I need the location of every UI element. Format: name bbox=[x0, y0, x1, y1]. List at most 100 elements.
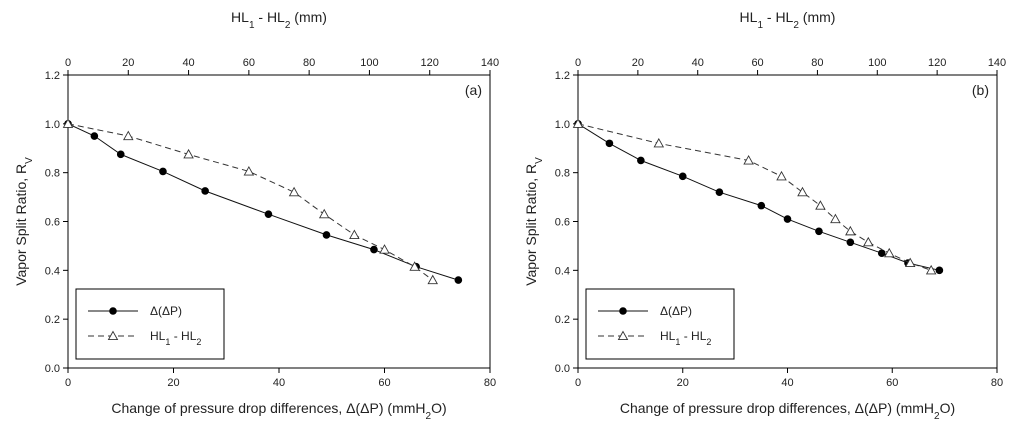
panel-b-x2-tick-label: 140 bbox=[988, 57, 1006, 69]
panel-b-legend-hl-label: HL1 - HL2 bbox=[660, 329, 711, 347]
panel-b-legend-hl-main: HL bbox=[660, 329, 676, 343]
panel-a-dp-series-line bbox=[67, 123, 459, 281]
panel-a-x2-tick-label: 140 bbox=[481, 57, 499, 69]
panel-a-panel-label: (a) bbox=[465, 82, 482, 98]
panel-a-x-tick-label: 40 bbox=[273, 377, 285, 389]
panel-b-x-tick-label: 40 bbox=[781, 377, 793, 389]
panel-a-hl-series-point bbox=[243, 166, 255, 176]
panel-a-hl-series-point bbox=[123, 130, 134, 141]
panel-b-y-axis-label-main: Vapor Split Ratio, R bbox=[523, 164, 539, 286]
panel-b-x2-axis-label-mid: - HL bbox=[763, 9, 794, 25]
panel-b-dp-series-point bbox=[815, 227, 823, 236]
panel-b-x2-axis-label-unit: (mm) bbox=[799, 9, 836, 25]
panel-b-x2-axis-label: HL1 - HL2 (mm) bbox=[740, 9, 836, 31]
panel-b-legend-dp-label: Δ(ΔP) bbox=[660, 304, 692, 318]
panel-b-hl-series-point bbox=[925, 264, 937, 275]
panel-b-x-tick-label: 80 bbox=[991, 377, 1003, 389]
panel-a-y-tick-label: 0.4 bbox=[45, 265, 60, 277]
panel-b-hl-series-point bbox=[797, 186, 808, 197]
panel-b-hl-series-point bbox=[863, 236, 874, 247]
panel-b-x2-tick-label: 60 bbox=[751, 57, 763, 69]
panel-b-legend-box bbox=[585, 288, 735, 360]
panel-b-dp-series-point bbox=[846, 238, 855, 247]
panel-a-hl-series-point bbox=[288, 186, 300, 197]
panel-b-dp-series-point bbox=[715, 188, 724, 196]
panel-a-x2-axis-label-unit: (mm) bbox=[290, 9, 327, 25]
panel-a-y-tick-label: 0.8 bbox=[45, 168, 60, 180]
panel-b-y-tick-label: 0.6 bbox=[555, 217, 570, 229]
panel-b-x2-tick-label: 80 bbox=[811, 57, 823, 69]
panel-b-hl-series-point bbox=[830, 213, 841, 224]
panel-a-x2-axis-label-sub1: 1 bbox=[249, 20, 255, 31]
panel-a-y-axis-label-main: Vapor Split Ratio, R bbox=[13, 164, 29, 286]
panel-b-x2-tick-label: 40 bbox=[692, 57, 704, 69]
panel-a-hl-series-point bbox=[379, 244, 390, 254]
panel-a-legend-hl-label: HL1 - HL2 bbox=[150, 329, 201, 347]
panel-b-hl-series-point bbox=[845, 225, 856, 236]
panel-a-y-tick-label: 0.2 bbox=[45, 314, 60, 326]
panel-b-y-tick-label: 1.2 bbox=[555, 70, 570, 82]
panel-b-dp-series-point bbox=[637, 156, 645, 165]
panel-b-x2-axis-label-sub2: 2 bbox=[793, 20, 799, 31]
panel-a-x-axis-label-main: Change of pressure drop differences, Δ(Δ… bbox=[111, 400, 425, 416]
panel-a-x2-tick-label: 0 bbox=[65, 57, 71, 69]
panel-b-x2-tick-label: 20 bbox=[632, 57, 644, 69]
panel-b-y-tick-label: 1.0 bbox=[555, 119, 570, 131]
panel-a-legend-box bbox=[75, 288, 225, 360]
panel-b-panel-label: (b) bbox=[972, 82, 989, 98]
panel-b-hl-series-point bbox=[815, 200, 826, 210]
panel-b-y-axis-label: Vapor Split Ratio, RV bbox=[523, 157, 545, 286]
panel-b-x2-axis-label-main: HL bbox=[740, 9, 758, 25]
panel-a-x2-tick-label: 20 bbox=[122, 57, 134, 69]
panel-b-x-axis-label-end: O) bbox=[940, 400, 956, 416]
panel-a-x2-tick-label: 60 bbox=[243, 57, 255, 69]
panel-a-dp-series-point bbox=[322, 231, 331, 239]
panel-a-x2-axis-label-main: HL bbox=[231, 9, 249, 25]
panel-a-dp-series-point bbox=[454, 276, 463, 284]
panel-b-hl-series-point bbox=[653, 137, 665, 148]
panel-a-hl-series-point bbox=[62, 118, 74, 128]
panel-a-x-axis-label-end: O) bbox=[431, 400, 447, 416]
panel-b-dp-series-point bbox=[757, 201, 766, 210]
panel-b-hl-series-point bbox=[743, 155, 754, 165]
panel-b-legend-hl-sub1: 1 bbox=[675, 337, 680, 347]
panel-b-x2-tick-label: 120 bbox=[928, 57, 946, 69]
panel-a-hl-series-point bbox=[349, 229, 360, 239]
panel-b-x2-tick-label: 100 bbox=[868, 57, 886, 69]
panel-b-hl-series-point bbox=[904, 257, 916, 268]
panel-b-hl-series-point bbox=[776, 170, 787, 181]
panel-b-y-axis-label-sub: V bbox=[534, 157, 545, 164]
panel-b-hl-series-point bbox=[883, 247, 895, 258]
panel-a-x2-axis-label: HL1 - HL2 (mm) bbox=[231, 9, 327, 31]
panel-b-x-tick-label: 20 bbox=[677, 377, 689, 389]
panel-b-dp-series-point bbox=[678, 172, 687, 181]
panel-a-hl-series-point bbox=[183, 148, 194, 159]
panel-a-hl-series-line bbox=[67, 123, 433, 281]
panel-b-legend-dp-marker bbox=[619, 307, 627, 315]
panel-a-x-tick-label: 60 bbox=[378, 377, 390, 389]
panel-a-y-axis-label-sub: V bbox=[24, 157, 35, 164]
panel-b-x-axis-label-sub: 2 bbox=[934, 411, 940, 422]
panel-b-y-tick-label: 0.2 bbox=[555, 314, 570, 326]
panel-a-legend-dp-marker bbox=[109, 307, 117, 315]
panel-b-x2-tick-label: 0 bbox=[575, 57, 581, 69]
panel-b-x-axis-label: Change of pressure drop differences, Δ(Δ… bbox=[620, 400, 955, 422]
panel-a-hl-series-point bbox=[318, 208, 330, 219]
panel-b-hl-series-point bbox=[572, 118, 584, 128]
panel-b-x-tick-label: 0 bbox=[575, 377, 581, 389]
panel-a-y-tick-label: 0.6 bbox=[45, 217, 60, 229]
panel-a-legend-hl-main: HL bbox=[150, 329, 166, 343]
panel-b-dp-series-line bbox=[577, 123, 940, 271]
panel-a-hl-series-point bbox=[409, 261, 420, 271]
panel-b-dp-series-point bbox=[783, 215, 792, 223]
panel-a-x2-tick-label: 100 bbox=[360, 57, 378, 69]
panel-a-legend-dp-label: Δ(ΔP) bbox=[150, 304, 182, 318]
panel-a-x2-axis-label-mid: - HL bbox=[255, 9, 286, 25]
panel-a-hl-series-point bbox=[427, 274, 438, 285]
panel-a-x-axis-label-sub: 2 bbox=[426, 411, 432, 422]
panel-b-y-tick-label: 0.8 bbox=[555, 168, 570, 180]
panel-a-dp-series-point bbox=[370, 245, 378, 254]
panel-a-y-tick-label: 0.0 bbox=[45, 363, 60, 375]
panel-b-legend-hl-sub2: 2 bbox=[706, 337, 711, 347]
panel-a-y-axis-label: Vapor Split Ratio, RV bbox=[13, 157, 35, 286]
